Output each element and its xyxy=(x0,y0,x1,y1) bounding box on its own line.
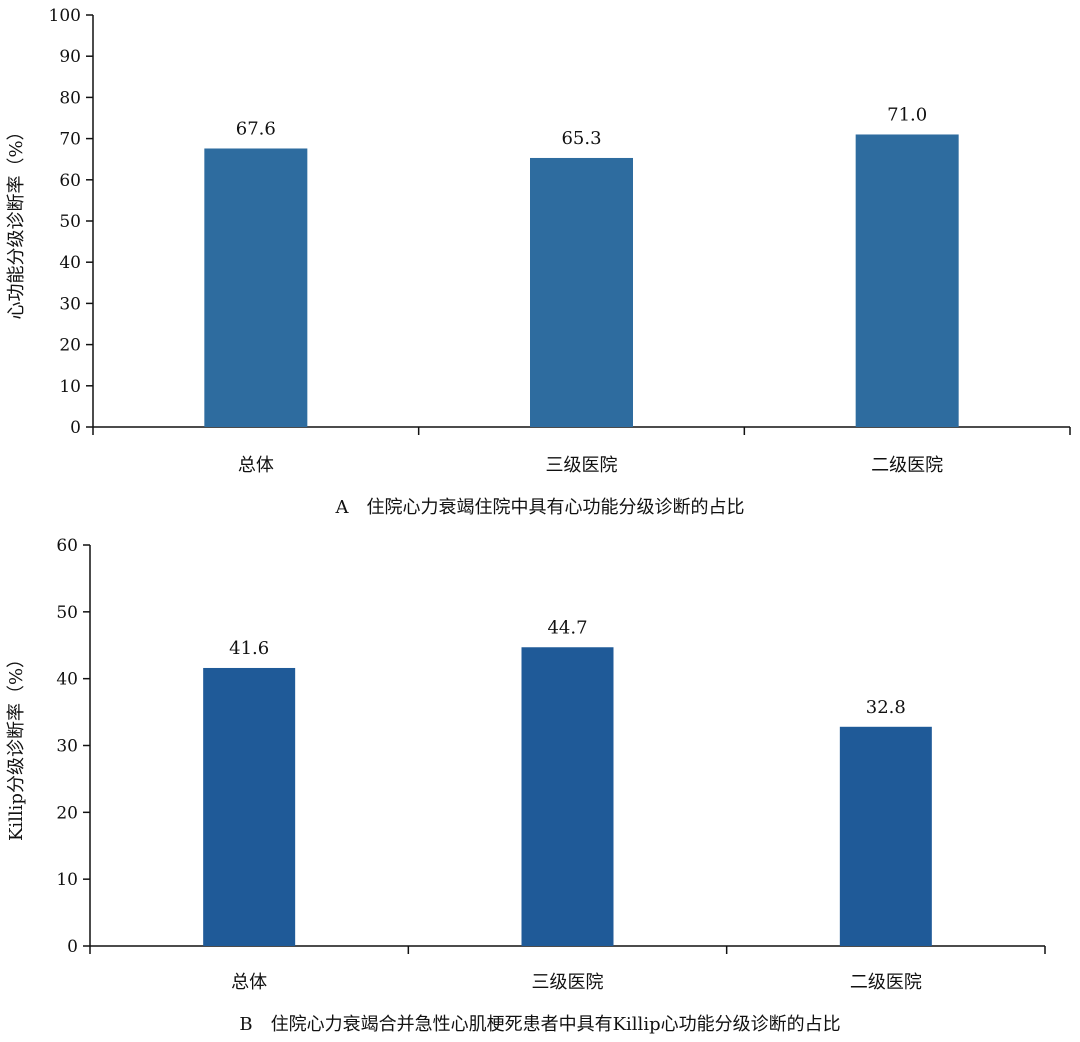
a-value-label-3: 71.0 xyxy=(887,104,927,125)
a-y-tick-label: 0 xyxy=(70,418,81,438)
a-category-label-1: 总体 xyxy=(238,455,274,476)
b-y-tick-label: 0 xyxy=(67,937,78,957)
a-y-tick-label: 90 xyxy=(59,47,81,67)
a-bar-3 xyxy=(855,134,959,428)
a-y-tick-label: 30 xyxy=(59,294,81,314)
b-bar-1 xyxy=(203,667,296,946)
a-bar-1 xyxy=(204,148,308,427)
b-value-label-2: 44.7 xyxy=(547,617,587,638)
a-y-tick-label: 40 xyxy=(59,253,81,273)
a-value-label-1: 67.6 xyxy=(236,118,276,139)
a-y-tick-label: 80 xyxy=(59,88,81,108)
b-bar-3 xyxy=(839,726,932,946)
chart-a: 0 10 20 30 40 50 60 70 80 90 100 67.6 总体 65.3 三级医院 71.0… xyxy=(6,6,1071,518)
b-caption: B 住院心力衰竭合并急性心肌梗死患者中具有Killip心功能分级诊断的占比 xyxy=(239,1014,840,1035)
a-y-tick-label: 100 xyxy=(49,6,81,26)
b-y-tick-label: 50 xyxy=(56,603,78,623)
b-bar-2 xyxy=(521,647,614,946)
a-caption: A 住院心力衰竭住院中具有心功能分级诊断的占比 xyxy=(335,497,745,518)
b-category-label-3: 二级医院 xyxy=(850,972,922,993)
a-y-tick-label: 10 xyxy=(59,377,81,397)
a-y-tick-label: 60 xyxy=(59,171,81,191)
b-value-label-1: 41.6 xyxy=(229,638,269,659)
b-value-label-3: 32.8 xyxy=(866,697,906,718)
a-category-label-3: 二级医院 xyxy=(871,455,943,476)
a-category-label-2: 三级医院 xyxy=(546,455,618,476)
a-y-tick-label: 20 xyxy=(59,336,81,356)
chart-b: 0 10 20 30 40 50 60 41.6 总体 44.7 三级医院 32.8 二级医院 Killi… xyxy=(6,536,1046,1035)
a-value-label-2: 65.3 xyxy=(561,128,601,149)
b-category-label-1: 总体 xyxy=(231,972,267,993)
b-y-tick-label: 20 xyxy=(56,803,78,823)
b-y-axis-label: Killip分级诊断率（%） xyxy=(6,650,27,841)
b-y-tick-label: 40 xyxy=(56,670,78,690)
a-bar-2 xyxy=(530,157,633,428)
b-category-label-2: 三级医院 xyxy=(532,972,604,993)
a-y-tick-label: 50 xyxy=(59,212,81,232)
b-y-tick-label: 10 xyxy=(56,870,78,890)
b-y-tick-label: 30 xyxy=(56,737,78,757)
a-y-tick-label: 70 xyxy=(59,130,81,150)
b-y-tick-label: 60 xyxy=(56,536,78,556)
a-y-axis-label: 心功能分级诊断率（%） xyxy=(6,122,27,319)
